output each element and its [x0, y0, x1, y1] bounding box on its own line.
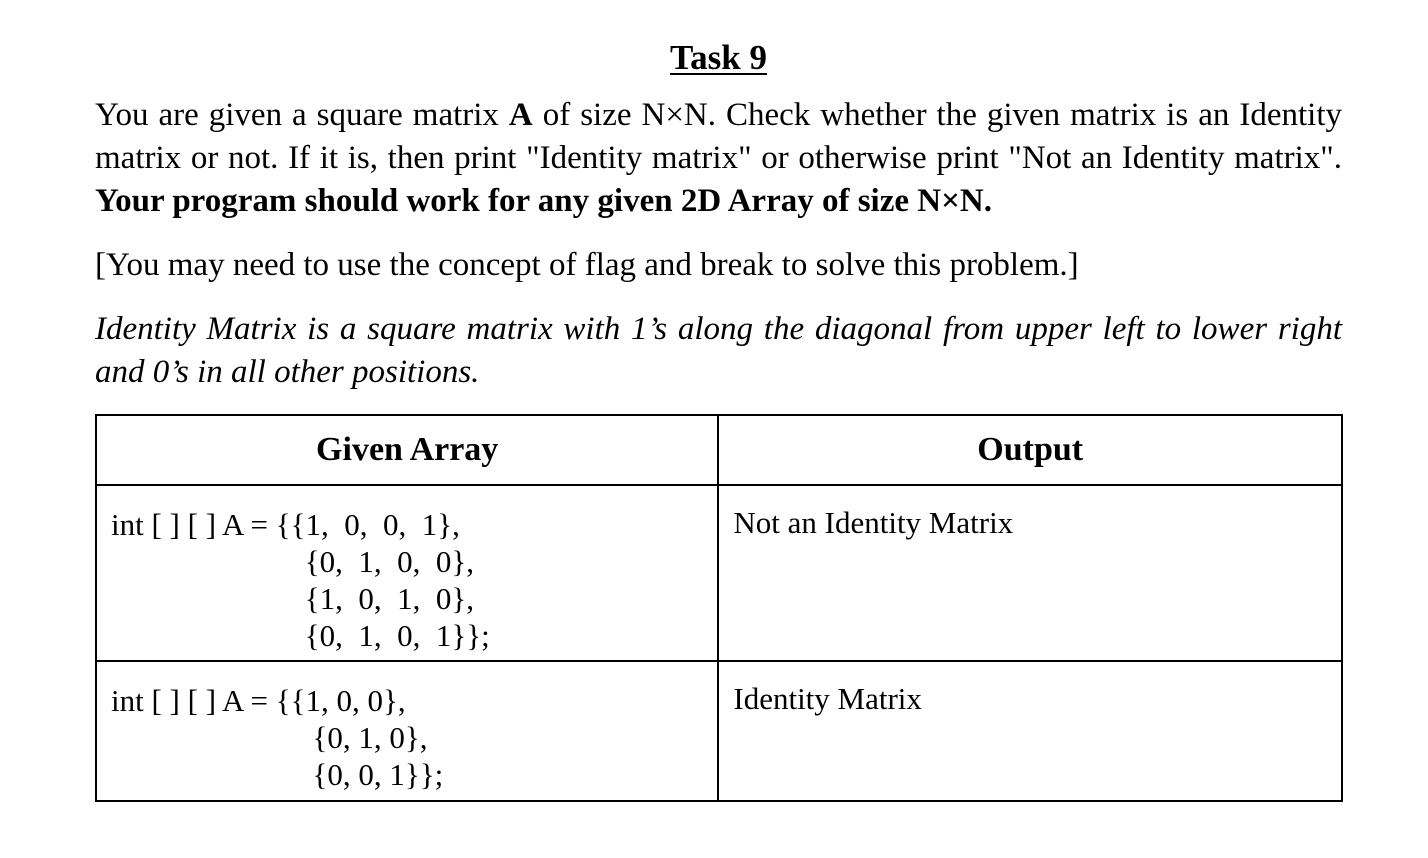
output-cell: Identity Matrix: [717, 660, 1343, 802]
task-description: You are given a square matrix A of size …: [95, 94, 1342, 223]
header-given-array: Given Array: [94, 414, 720, 486]
identity-definition: Identity Matrix is a square matrix with …: [95, 311, 1342, 390]
code-line: int [ ] [ ] A = {{1, 0, 0},: [111, 683, 406, 718]
examples-table: Given Array Output int [ ] [ ] A = {{1, …: [94, 414, 1343, 802]
task-title: Task 9: [670, 38, 767, 77]
description-text-1: You are given a square matrix: [95, 97, 509, 133]
header-output: Output: [717, 414, 1343, 486]
code-line: {0, 0, 1}};: [111, 757, 444, 792]
code-line: {1, 0, 1, 0},: [111, 581, 475, 616]
code-line: int [ ] [ ] A = {{1, 0, 0, 1},: [111, 507, 460, 542]
description-requirement: Your program should work for any given 2…: [95, 183, 992, 219]
code-line: {0, 1, 0},: [111, 720, 428, 755]
given-array-cell: int [ ] [ ] A = {{1, 0, 0, 1}, {0, 1, 0,…: [94, 484, 720, 662]
code-line: {0, 1, 0, 0},: [111, 544, 475, 579]
array-code: int [ ] [ ] A = {{1, 0, 0}, {0, 1, 0}, {…: [97, 662, 717, 793]
code-line: {0, 1, 0, 1}};: [111, 618, 490, 653]
table-row: int [ ] [ ] A = {{1, 0, 0}, {0, 1, 0}, {…: [94, 660, 1343, 802]
table-header-row: Given Array Output: [94, 414, 1343, 486]
task-hint: [You may need to use the concept of flag…: [95, 247, 1079, 283]
output-cell: Not an Identity Matrix: [717, 484, 1343, 662]
description-text-2: of size N×N. Check whether the given mat…: [95, 97, 1343, 176]
output-text: Identity Matrix: [733, 681, 922, 716]
table-row: int [ ] [ ] A = {{1, 0, 0, 1}, {0, 1, 0,…: [94, 484, 1343, 662]
given-array-cell: int [ ] [ ] A = {{1, 0, 0}, {0, 1, 0}, {…: [94, 660, 720, 802]
output-text: Not an Identity Matrix: [733, 505, 1014, 540]
array-code: int [ ] [ ] A = {{1, 0, 0, 1}, {0, 1, 0,…: [97, 486, 717, 654]
matrix-name: A: [508, 97, 533, 133]
